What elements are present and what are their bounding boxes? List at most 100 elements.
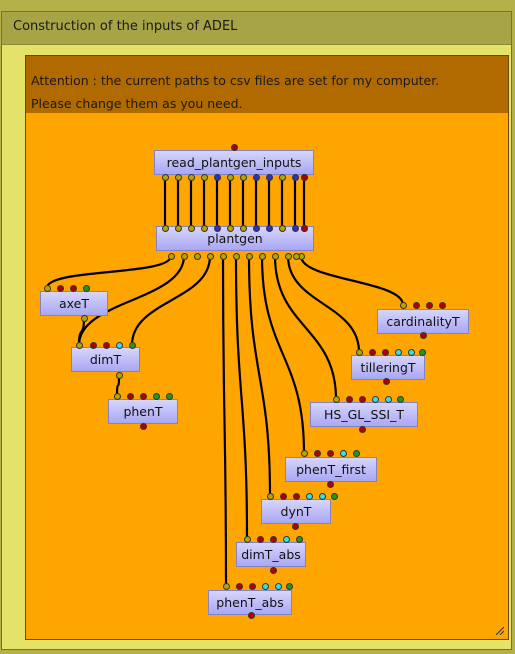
output-port-icon[interactable] — [284, 252, 292, 260]
output-port-icon[interactable] — [382, 377, 390, 385]
output-port-icon[interactable] — [239, 173, 247, 181]
input-port-icon[interactable] — [438, 301, 446, 309]
input-port-icon[interactable] — [396, 395, 404, 403]
input-port-icon[interactable] — [200, 224, 208, 232]
node-HS_GL_SSI_T[interactable]: HS_GL_SSI_T — [310, 402, 418, 427]
input-port-icon[interactable] — [274, 582, 282, 590]
output-port-icon[interactable] — [193, 252, 201, 260]
input-port-icon[interactable] — [300, 224, 308, 232]
input-port-icon[interactable] — [407, 348, 415, 356]
input-port-icon[interactable] — [295, 535, 303, 543]
input-port-icon[interactable] — [358, 395, 366, 403]
node-read[interactable]: read_plantgen_inputs — [154, 150, 314, 175]
node-plantgen[interactable]: plantgen — [156, 226, 314, 251]
input-port-icon[interactable] — [75, 341, 83, 349]
group-header[interactable]: Construction of the inputs of ADEL — [2, 12, 511, 45]
output-port-icon[interactable] — [269, 566, 277, 574]
input-port-icon[interactable] — [300, 449, 308, 457]
input-port-icon[interactable] — [399, 301, 407, 309]
input-port-icon[interactable] — [425, 301, 433, 309]
output-port-icon[interactable] — [115, 371, 123, 379]
output-port-icon[interactable] — [300, 173, 308, 181]
input-port-icon[interactable] — [355, 348, 363, 356]
input-port-icon[interactable] — [113, 392, 121, 400]
input-port-icon[interactable] — [235, 582, 243, 590]
input-port-icon[interactable] — [339, 449, 347, 457]
output-port-icon[interactable] — [292, 252, 300, 260]
input-port-icon[interactable] — [261, 582, 269, 590]
input-port-icon[interactable] — [332, 395, 340, 403]
input-port-icon[interactable] — [165, 392, 173, 400]
input-port-icon[interactable] — [384, 395, 392, 403]
input-port-icon[interactable] — [266, 492, 274, 500]
input-port-icon[interactable] — [326, 449, 334, 457]
input-port-icon[interactable] — [152, 392, 160, 400]
node-axeT[interactable]: axeT — [40, 291, 108, 316]
input-port-icon[interactable] — [318, 492, 326, 500]
output-port-icon[interactable] — [187, 173, 195, 181]
output-port-icon[interactable] — [291, 522, 299, 530]
output-port-icon[interactable] — [358, 425, 366, 433]
output-port-icon[interactable] — [139, 422, 147, 430]
node-phenT_first[interactable]: phenT_first — [285, 457, 377, 482]
output-port-icon[interactable] — [219, 252, 227, 260]
input-port-icon[interactable] — [269, 535, 277, 543]
input-port-icon[interactable] — [139, 392, 147, 400]
output-port-icon[interactable] — [167, 252, 175, 260]
output-port-icon[interactable] — [326, 480, 334, 488]
input-port-icon[interactable] — [368, 348, 376, 356]
input-port-icon[interactable] — [345, 395, 353, 403]
output-port-icon[interactable] — [291, 173, 299, 181]
input-port-icon[interactable] — [226, 224, 234, 232]
node-dynT[interactable]: dynT — [261, 499, 331, 524]
output-port-icon[interactable] — [206, 252, 214, 260]
input-port-icon[interactable] — [381, 348, 389, 356]
node-dimT[interactable]: dimT — [71, 347, 140, 372]
node-cardinalityT[interactable]: cardinalityT — [377, 309, 469, 334]
output-port-icon[interactable] — [200, 173, 208, 181]
input-port-icon[interactable] — [69, 284, 77, 292]
input-port-icon[interactable] — [213, 224, 221, 232]
node-tilleringT[interactable]: tilleringT — [351, 355, 425, 380]
input-port-icon[interactable] — [126, 392, 134, 400]
input-port-icon[interactable] — [252, 224, 260, 232]
output-port-icon[interactable] — [226, 173, 234, 181]
output-port-icon[interactable] — [265, 173, 273, 181]
input-port-icon[interactable] — [248, 582, 256, 590]
input-port-icon[interactable] — [279, 492, 287, 500]
input-port-icon[interactable] — [265, 224, 273, 232]
output-port-icon[interactable] — [161, 173, 169, 181]
input-port-icon[interactable] — [174, 224, 182, 232]
input-port-icon[interactable] — [394, 348, 402, 356]
input-port-icon[interactable] — [222, 582, 230, 590]
input-port-icon[interactable] — [292, 492, 300, 500]
input-port-icon[interactable] — [278, 224, 286, 232]
node-dimT_abs[interactable]: dimT_abs — [236, 542, 306, 567]
output-port-icon[interactable] — [278, 173, 286, 181]
output-port-icon[interactable] — [258, 252, 266, 260]
output-port-icon[interactable] — [80, 314, 88, 322]
input-port-icon[interactable] — [102, 341, 110, 349]
output-port-icon[interactable] — [419, 331, 427, 339]
input-port-icon[interactable] — [56, 284, 64, 292]
input-port-icon[interactable] — [371, 395, 379, 403]
input-port-icon[interactable] — [352, 449, 360, 457]
input-port-icon[interactable] — [418, 348, 426, 356]
output-port-icon[interactable] — [180, 252, 188, 260]
input-port-icon[interactable] — [187, 224, 195, 232]
resize-grip-icon[interactable] — [496, 627, 504, 635]
input-port-icon[interactable] — [230, 143, 238, 151]
input-port-icon[interactable] — [161, 224, 169, 232]
input-port-icon[interactable] — [89, 341, 97, 349]
output-port-icon[interactable] — [252, 173, 260, 181]
node-phenT[interactable]: phenT — [108, 399, 178, 424]
input-port-icon[interactable] — [291, 224, 299, 232]
output-port-icon[interactable] — [271, 252, 279, 260]
input-port-icon[interactable] — [305, 492, 313, 500]
input-port-icon[interactable] — [243, 535, 251, 543]
input-port-icon[interactable] — [239, 224, 247, 232]
output-port-icon[interactable] — [174, 173, 182, 181]
output-port-icon[interactable] — [232, 252, 240, 260]
output-port-icon[interactable] — [247, 611, 255, 619]
input-port-icon[interactable] — [82, 284, 90, 292]
